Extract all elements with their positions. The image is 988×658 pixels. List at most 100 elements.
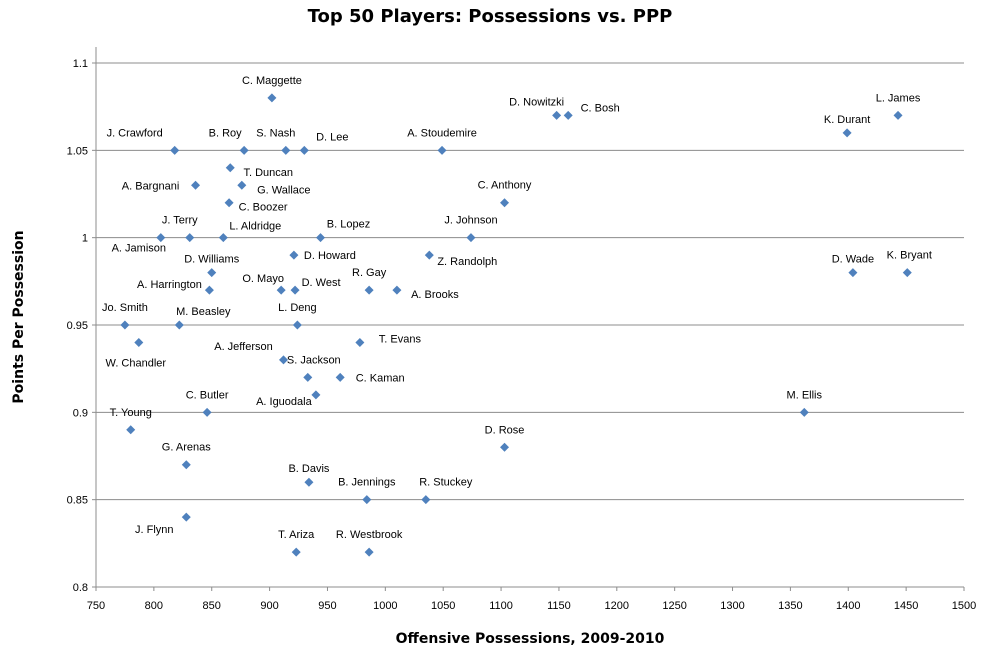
data-label: S. Jackson (287, 354, 341, 366)
data-point (170, 145, 180, 155)
x-tick-label: 1250 (662, 600, 686, 612)
y-tick-label: 0.95 (67, 320, 88, 332)
data-point (893, 110, 903, 120)
data-label: L. Aldridge (229, 221, 281, 233)
data-label: D. Lee (316, 131, 348, 143)
x-axis-title: Offensive Possessions, 2009-2010 (396, 631, 665, 647)
data-point (181, 460, 191, 470)
x-tick-label: 1400 (836, 600, 860, 612)
data-label: B. Lopez (327, 219, 370, 231)
data-label: J. Flynn (135, 524, 174, 536)
data-label: R. Stuckey (419, 477, 473, 489)
data-point (311, 390, 321, 400)
data-point (799, 407, 809, 417)
data-label: B. Jennings (338, 477, 396, 489)
data-label: D. Rose (485, 424, 525, 436)
x-tick-label: 1450 (894, 600, 918, 612)
data-label: A. Brooks (411, 289, 459, 301)
y-tick-label: 0.8 (73, 582, 88, 594)
data-point (292, 320, 302, 330)
data-point (224, 198, 234, 208)
y-axis-title: Points Per Possession (11, 230, 27, 403)
data-point (156, 233, 166, 243)
y-tick-label: 1.05 (67, 145, 88, 157)
data-point (276, 285, 286, 295)
data-point (202, 407, 212, 417)
data-label: K. Durant (824, 114, 870, 126)
data-point (174, 320, 184, 330)
data-label: A. Bargnani (122, 180, 179, 192)
data-point (500, 198, 510, 208)
data-label: D. Williams (184, 254, 239, 266)
data-point (335, 372, 345, 382)
data-label: L. James (876, 92, 921, 104)
data-point (466, 233, 476, 243)
x-tick-label: 1150 (547, 600, 571, 612)
data-label: B. Roy (209, 127, 243, 139)
data-label: A. Stoudemire (407, 127, 477, 139)
data-label: J. Johnson (444, 215, 497, 227)
data-label: D. Wade (832, 254, 874, 266)
data-label: L. Deng (278, 302, 317, 314)
data-point (225, 163, 235, 173)
data-label: A. Jamison (112, 243, 166, 255)
data-point (500, 442, 510, 452)
x-tick-label: 1300 (720, 600, 744, 612)
data-label: D. Howard (304, 250, 356, 262)
data-label: D. Nowitzki (509, 96, 564, 108)
data-point (204, 285, 214, 295)
data-point (848, 268, 858, 278)
x-tick-label: 800 (145, 600, 163, 612)
data-point (364, 547, 374, 557)
data-label: T. Evans (379, 333, 422, 345)
chart-title: Top 50 Players: Possessions vs. PPP (308, 6, 673, 27)
x-tick-label: 1350 (778, 600, 802, 612)
x-tick-label: 1000 (373, 600, 397, 612)
x-tick-label: 1500 (952, 600, 976, 612)
data-label: G. Arenas (162, 442, 211, 454)
data-label: B. Davis (288, 463, 329, 475)
data-label: O. Mayo (242, 273, 284, 285)
data-label: R. Westbrook (336, 529, 403, 541)
data-label: C. Kaman (356, 372, 405, 384)
y-axis-ticks: 0.8 0.85 0.9 0.95 1 1.05 1.1 (67, 58, 96, 594)
data-point (362, 495, 372, 505)
data-point (316, 233, 326, 243)
data-point (552, 110, 562, 120)
x-tick-label: 900 (260, 600, 278, 612)
data-label: M. Beasley (176, 306, 231, 318)
data-label: R. Gay (352, 267, 387, 279)
data-point (191, 180, 201, 190)
data-label: T. Duncan (243, 167, 293, 179)
data-label: A. Iguodala (256, 396, 313, 408)
data-point (392, 285, 402, 295)
x-tick-label: 1050 (431, 600, 455, 612)
data-label: C. Boozer (239, 202, 288, 214)
data-label: J. Crawford (107, 127, 163, 139)
data-label: A. Harrington (137, 279, 202, 291)
data-label: Z. Randolph (437, 256, 497, 268)
data-point (181, 512, 191, 522)
data-point (120, 320, 130, 330)
x-tick-label: 1200 (605, 600, 629, 612)
data-point (563, 110, 573, 120)
data-point (303, 372, 313, 382)
data-label: C. Bosh (581, 102, 620, 114)
data-point (364, 285, 374, 295)
x-tick-label: 850 (203, 600, 221, 612)
data-point (207, 268, 217, 278)
x-tick-label: 750 (87, 600, 105, 612)
data-label: M. Ellis (787, 389, 823, 401)
data-point (281, 145, 291, 155)
data-label: T. Ariza (278, 529, 315, 541)
data-point (237, 180, 247, 190)
data-point (291, 547, 301, 557)
data-point (126, 425, 136, 435)
y-tick-label: 0.9 (73, 407, 88, 419)
data-point (299, 145, 309, 155)
data-point (134, 337, 144, 347)
data-point (421, 495, 431, 505)
data-point (267, 93, 277, 103)
data-point (290, 285, 300, 295)
